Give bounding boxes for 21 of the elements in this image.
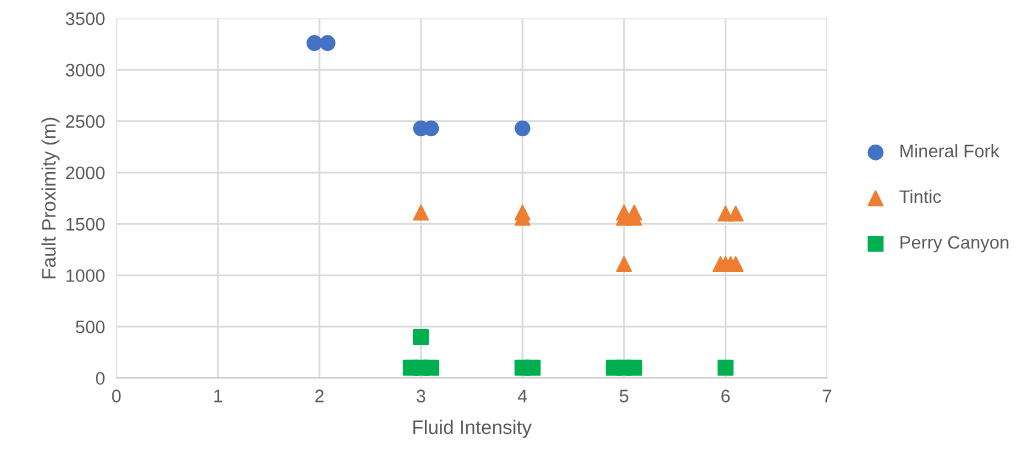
y-tick-label: 0 [95, 371, 105, 385]
y-tick-label: 500 [75, 320, 105, 334]
y-tick-label: 3000 [65, 63, 105, 77]
legend-label: Mineral Fork [900, 144, 1000, 158]
x-axis-title: Fluid Intensity [413, 419, 532, 438]
legend-label: Tintic [899, 189, 942, 204]
legend-label: Perry Canyon [900, 236, 1009, 253]
x-tick-label: 5 [619, 389, 629, 403]
x-tick-label: 7 [823, 389, 832, 403]
y-tick-label: 1000 [66, 269, 105, 282]
x-tick-label: 4 [517, 389, 527, 403]
y-tick-label: 3500 [65, 12, 105, 26]
y-tick-label: 2000 [66, 166, 105, 180]
y-tick-label: 1500 [66, 217, 105, 231]
x-tick-label: 6 [721, 389, 730, 403]
x-tick-label: 0 [112, 389, 121, 403]
y-axis-title: Fault Proximity (m) [41, 117, 60, 279]
x-tick-label: 1 [214, 389, 223, 403]
x-tick-label: 2 [315, 389, 324, 403]
x-tick-label: 3 [416, 389, 426, 403]
y-tick-label: 2500 [66, 115, 105, 128]
